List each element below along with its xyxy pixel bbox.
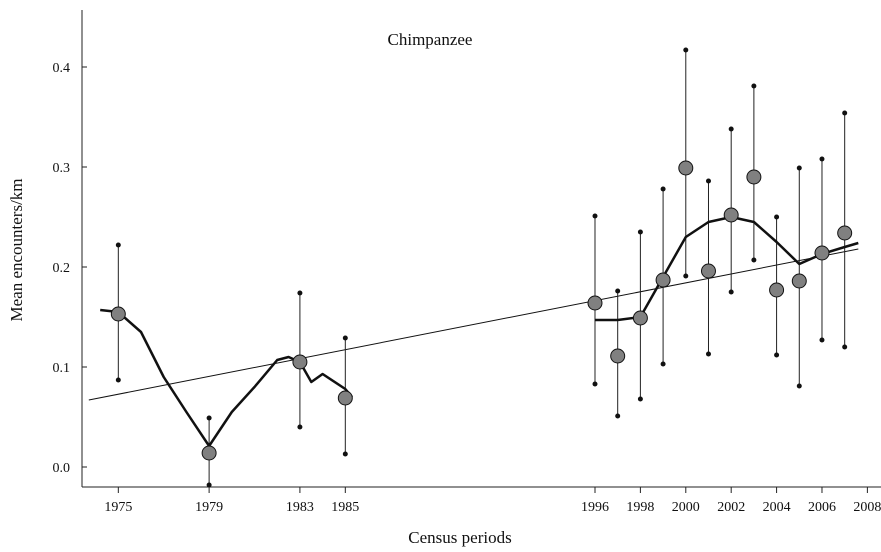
point [610, 348, 626, 364]
point [723, 207, 739, 223]
error-cap [615, 288, 621, 294]
error-cap [683, 273, 689, 279]
error-cap [297, 290, 303, 296]
error-cap [206, 482, 212, 488]
x-axis-label: Census periods [408, 528, 511, 547]
error-cap [728, 289, 734, 295]
error-cap [705, 351, 711, 357]
point [110, 306, 126, 322]
error-cap [842, 110, 848, 116]
error-cap [342, 335, 348, 341]
error-cap [751, 83, 757, 89]
error-cap [728, 126, 734, 132]
point [201, 445, 217, 461]
point [678, 160, 694, 176]
y-tick-label: 0.2 [53, 261, 71, 276]
error-cap [774, 214, 780, 220]
point [746, 169, 762, 185]
point [587, 295, 603, 311]
point [655, 272, 671, 288]
point [292, 354, 308, 370]
x-tick-label: 1983 [286, 500, 314, 515]
error-cap [796, 165, 802, 171]
point [769, 282, 785, 298]
x-tick-label: 1975 [104, 500, 132, 515]
error-cap [592, 213, 598, 219]
point [700, 263, 716, 279]
x-tick-label: 2008 [853, 500, 881, 515]
x-tick-label: 2002 [717, 500, 745, 515]
point [632, 310, 648, 326]
x-tick-label: 1998 [626, 500, 654, 515]
error-cap [819, 156, 825, 162]
error-cap [819, 337, 825, 343]
x-tick-label: 1979 [195, 500, 223, 515]
x-tick-label: 2000 [672, 500, 700, 515]
error-cap [297, 424, 303, 430]
error-cap [115, 377, 121, 383]
point [791, 273, 807, 289]
point [837, 225, 853, 241]
error-cap [774, 352, 780, 358]
error-cap [342, 451, 348, 457]
error-cap [842, 344, 848, 350]
error-cap [683, 47, 689, 53]
trend-line [88, 248, 859, 401]
error-cap [637, 396, 643, 402]
error-cap [660, 186, 666, 192]
error-cap [705, 178, 711, 184]
error-cap [660, 361, 666, 367]
y-tick-label: 0.0 [53, 461, 71, 476]
point [814, 245, 830, 261]
y-axis-label: Mean encounters/km [7, 178, 26, 321]
x-tick-label: 1985 [331, 500, 359, 515]
error-cap [592, 381, 598, 387]
y-tick-label: 0.3 [53, 161, 71, 176]
x-tick-label: 1996 [581, 500, 609, 515]
chart-title: Chimpanzee [388, 30, 473, 49]
error-cap [115, 242, 121, 248]
error-cap [751, 257, 757, 263]
error-cap [796, 383, 802, 389]
error-cap [615, 413, 621, 419]
smooth-curve [100, 215, 859, 448]
error-cap [206, 415, 212, 421]
error-cap [637, 229, 643, 235]
y-tick-label: 0.4 [53, 61, 71, 76]
point [337, 390, 353, 406]
x-tick-label: 2004 [763, 500, 791, 515]
x-tick-label: 2006 [808, 500, 836, 515]
y-tick-label: 0.1 [53, 361, 71, 376]
